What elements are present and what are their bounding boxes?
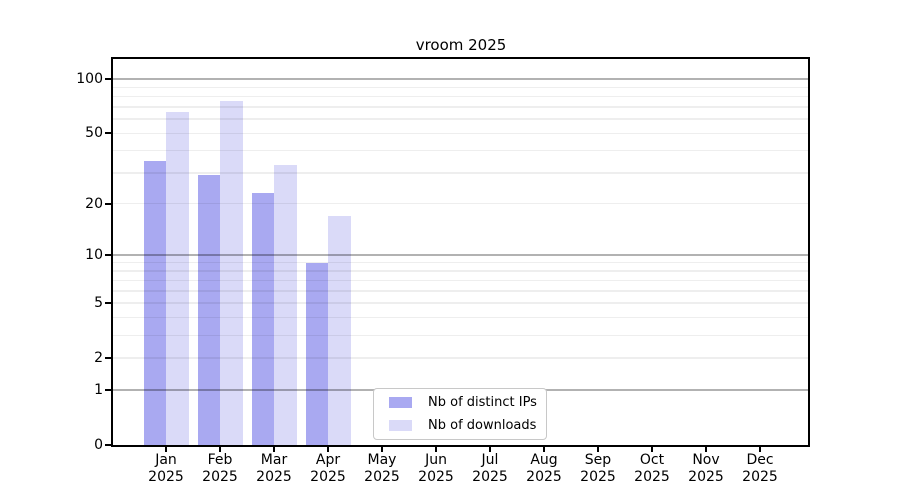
legend-label-distinct-ips: Nb of distinct IPs [428,395,537,410]
legend-item-downloads: Nb of downloads [374,416,546,436]
legend-swatch-distinct-ips [389,397,412,408]
gridline-major [113,254,808,257]
legend-label-downloads: Nb of downloads [428,418,537,433]
bar-distinct-ips-3 [305,262,328,445]
x-tick-label: Nov 2025 [688,452,724,485]
x-tick [219,445,221,452]
y-tick-label: 2 [94,350,103,367]
bar-distinct-ips-2 [251,193,274,445]
x-tick [543,445,545,452]
gridline-minor [113,86,808,89]
bar-distinct-ips-1 [197,175,220,445]
x-tick-label: Dec 2025 [742,452,778,485]
x-tick [273,445,275,452]
y-tick-label: 100 [76,71,103,88]
gridline-minor [113,302,808,304]
y-tick [105,389,112,392]
y-tick [105,132,112,135]
y-tick [105,357,112,360]
x-tick-label: Feb 2025 [202,452,238,485]
gridline-minor [113,316,808,319]
x-tick [381,445,383,452]
legend: Nb of distinct IPs Nb of downloads [373,388,547,440]
bar-downloads-0 [166,111,189,445]
x-tick [435,445,437,452]
bar-downloads-3 [328,215,351,445]
gridline-minor [113,118,808,120]
y-tick [105,444,112,447]
gridline-minor [113,95,808,98]
x-tick-label: Jun 2025 [418,452,454,485]
y-tick-label: 1 [94,382,103,399]
gridline-minor [113,261,808,264]
x-tick-label: Jul 2025 [472,452,508,485]
gridline-minor [113,132,808,135]
gridline-minor [113,279,808,282]
y-tick [105,78,112,81]
legend-swatch-downloads [389,420,412,431]
x-tick [327,445,329,452]
x-tick-label: Sep 2025 [580,452,616,485]
y-tick-label: 0 [94,437,103,454]
legend-item-distinct-ips: Nb of distinct IPs [374,393,546,413]
chart-title: vroom 2025 [415,36,507,54]
x-tick [651,445,653,452]
gridline-minor [113,202,808,205]
y-tick-label: 10 [85,247,103,264]
y-tick [105,254,112,257]
x-tick [597,445,599,452]
gridline-minor [113,357,808,359]
y-tick [105,202,112,205]
x-tick [165,445,167,452]
gridline-minor [113,149,808,152]
y-tick-label: 20 [85,195,103,212]
gridline-major [113,78,808,81]
gridline-minor [113,290,808,292]
bar-downloads-1 [220,100,243,445]
x-tick-label: Jan 2025 [148,452,184,485]
gridline-minor [113,334,808,337]
x-tick-label: May 2025 [364,452,400,485]
x-tick-label: Aug 2025 [526,452,562,485]
y-tick-label: 50 [85,125,103,142]
x-tick-label: Oct 2025 [634,452,670,485]
gridline-minor [113,106,808,108]
bar-distinct-ips-0 [143,160,166,445]
gridline-minor [113,270,808,272]
y-tick [105,302,112,305]
x-tick-label: Apr 2025 [310,452,346,485]
x-tick [759,445,761,452]
x-tick [489,445,491,452]
x-tick [705,445,707,452]
gridline-minor [113,172,808,174]
y-tick-label: 5 [94,295,103,312]
x-tick-label: Mar 2025 [256,452,292,485]
bar-downloads-2 [274,165,297,445]
